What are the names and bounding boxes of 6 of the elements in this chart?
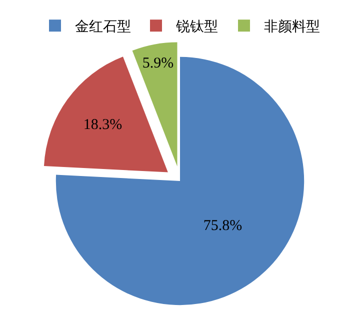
data-label: 18.3%: [83, 117, 122, 134]
data-label: 5.9%: [142, 55, 174, 72]
data-label: 75.8%: [203, 218, 242, 234]
legend-label: 非颜料型: [264, 18, 320, 34]
legend-label: 金红石型: [75, 18, 131, 34]
legend-label: 锐钛型: [175, 18, 218, 34]
